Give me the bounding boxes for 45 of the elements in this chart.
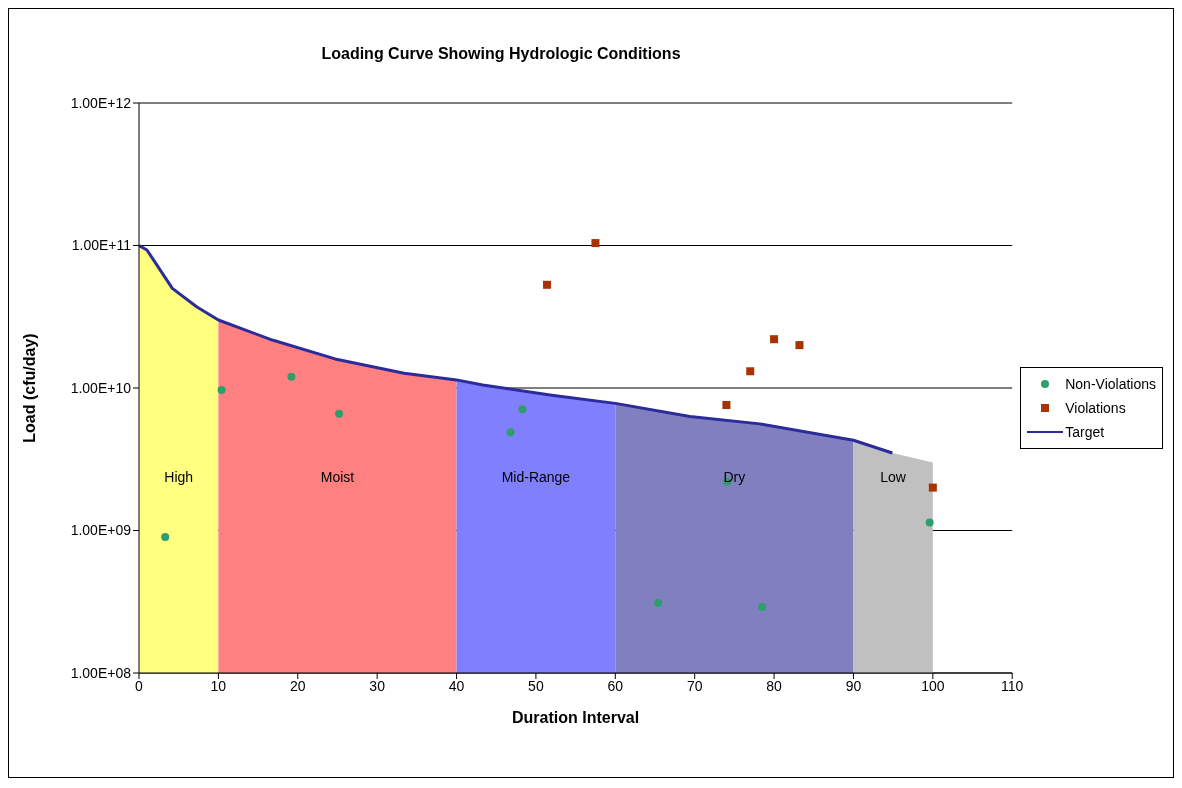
- annotation: High: [164, 468, 194, 485]
- x-tick-label: 100: [921, 677, 945, 694]
- x-tick-label: 40: [448, 677, 465, 694]
- point: [161, 533, 170, 542]
- point: [925, 518, 934, 527]
- y-tick-label: 1.00E+09: [70, 522, 132, 539]
- line-series: [139, 244, 894, 455]
- x-tick-label: 110: [1001, 677, 1024, 694]
- point: [543, 280, 552, 289]
- y-axis-title: Load (cfu/day): [20, 333, 38, 443]
- y-tick-label: 1.00E+11: [71, 237, 132, 254]
- annotation: Low: [880, 468, 907, 485]
- point: [335, 409, 344, 418]
- point: [506, 428, 515, 437]
- point: [758, 603, 767, 612]
- annotation: Moist: [320, 468, 355, 485]
- x-tick-label: 70: [686, 677, 703, 694]
- chart-title: Loading Curve Showing Hydrologic Conditions: [320, 45, 682, 63]
- legend-label: Non-Violations: [1065, 375, 1156, 394]
- point: [591, 239, 600, 248]
- annotation: Dry: [723, 468, 746, 485]
- x-tick-label: 20: [289, 677, 306, 694]
- x-tick-label: 80: [766, 677, 783, 694]
- annotation: Mid-Range: [501, 468, 571, 485]
- legend-label: Violations: [1065, 399, 1126, 418]
- point: [722, 400, 731, 409]
- y-tick-label: 1.00E+08: [70, 664, 132, 681]
- point: [654, 598, 663, 607]
- point: [287, 372, 296, 381]
- x-tick-label: 10: [210, 677, 227, 694]
- y-tick-label: 1.00E+12: [70, 94, 132, 111]
- point: [795, 341, 804, 350]
- x-tick-label: 60: [607, 677, 624, 694]
- point: [746, 367, 755, 376]
- point: [770, 335, 779, 344]
- point: [518, 405, 527, 414]
- legend-label: Target: [1065, 423, 1105, 442]
- x-tick-label: 0: [135, 677, 144, 694]
- x-tick-label: 50: [528, 677, 544, 694]
- y-tick-label: 1.00E+10: [70, 379, 132, 396]
- x-axis-title: Duration Interval: [512, 709, 640, 726]
- x-tick-label: 30: [369, 677, 386, 694]
- x-tick-label: 90: [845, 677, 862, 694]
- point: [217, 385, 226, 394]
- point: [928, 483, 937, 492]
